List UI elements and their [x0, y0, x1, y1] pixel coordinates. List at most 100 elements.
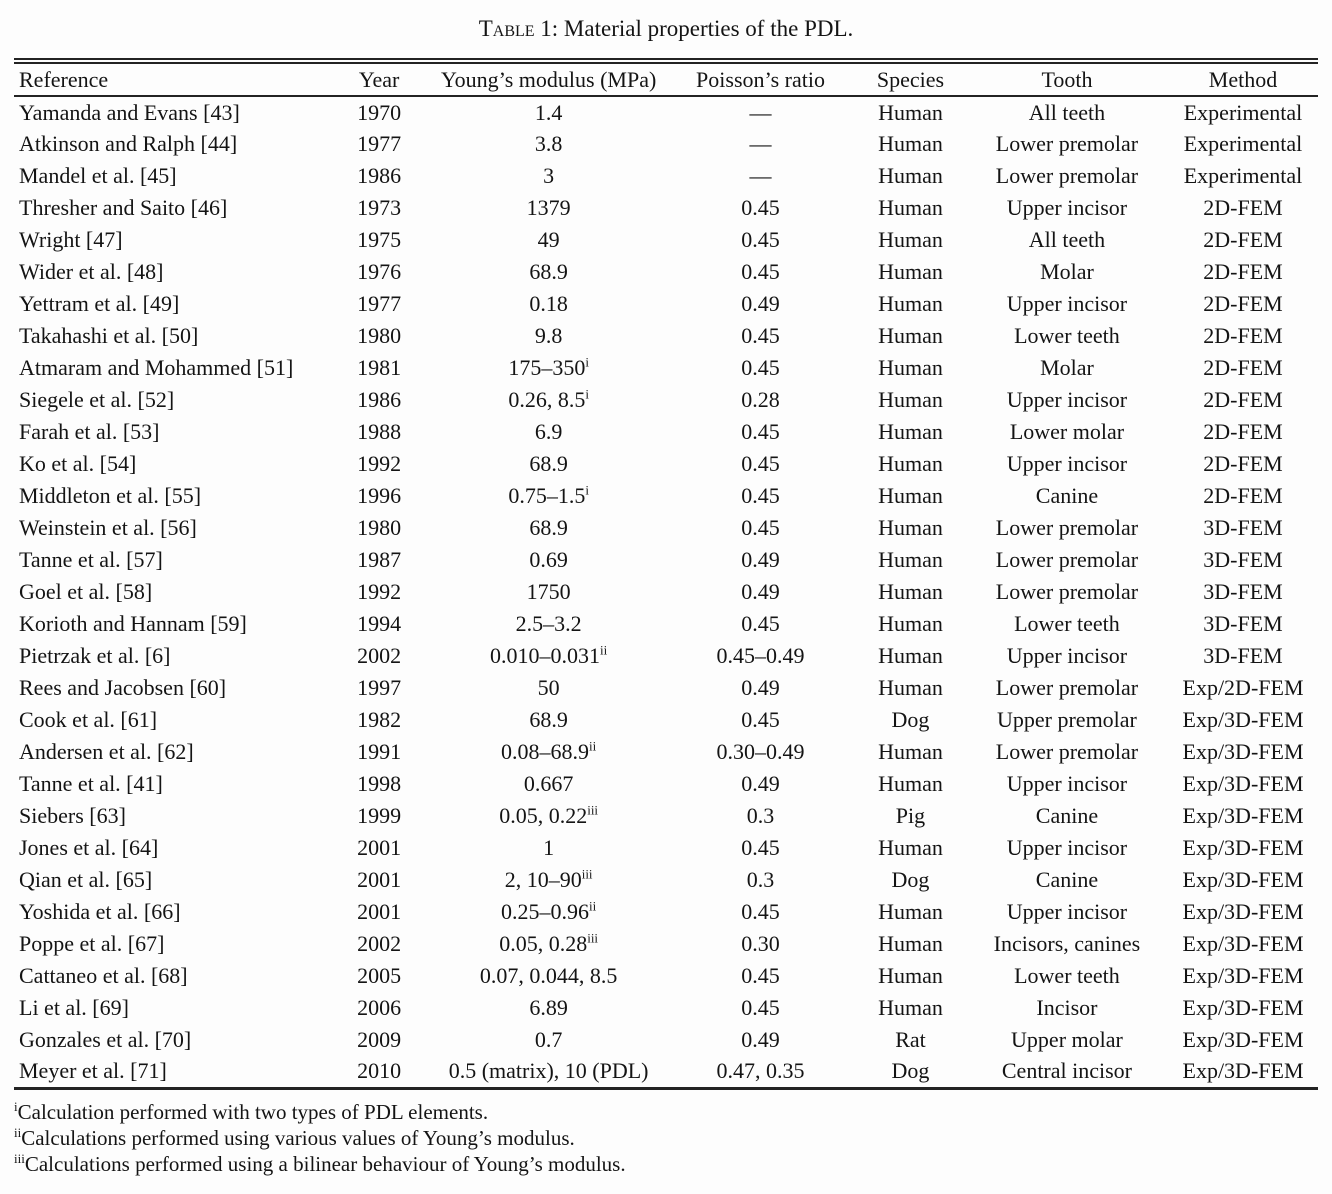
poisson-cell: 0.45 [741, 707, 780, 732]
tooth-cell: Lower premolar [995, 515, 1139, 540]
method-cell: 3D-FEM [1203, 579, 1283, 604]
footnote-iii-marker: iii [14, 1150, 25, 1166]
material-properties-table: Reference Year Young’s modulus (MPa) Poi… [14, 58, 1318, 1090]
table-row: Gonzales et al. [70] 2009 0.7 0.49 Rat Upper … [14, 1024, 1318, 1056]
modulus-cell: 0.010–0.031ii [490, 642, 608, 668]
year-cell: 1980 [357, 323, 402, 348]
poisson-cell: 0.49 [741, 547, 780, 572]
modulus-cell: 68.9 [529, 451, 568, 476]
reference-cell: Yoshida et al. [66] [19, 899, 181, 924]
modulus-cell: 9.8 [534, 323, 563, 348]
species-cell: Dog [891, 867, 930, 892]
poisson-cell: 0.45 [741, 899, 780, 924]
column-header-youngs-modulus: Young’s modulus (MPa) [431, 61, 666, 97]
modulus-cell: 6.9 [534, 419, 563, 444]
poisson-cell: 0.3 [746, 803, 775, 828]
modulus-cell: 3 [543, 163, 555, 188]
tooth-cell: Lower premolar [995, 579, 1139, 604]
species-cell: Human [878, 579, 943, 604]
modulus-cell: 0.18 [529, 291, 568, 316]
column-header-reference: Reference [14, 61, 327, 97]
tooth-cell: Upper incisor [1006, 835, 1128, 860]
table-row: Andersen et al. [62] 1991 0.08–68.9ii 0.30–… [14, 736, 1318, 768]
tooth-cell: Upper incisor [1006, 899, 1128, 924]
reference-cell: Yamanda and Evans [43] [19, 99, 240, 125]
poisson-cell: 0.47, 0.35 [716, 1058, 805, 1084]
modulus-cell: 6.89 [529, 995, 568, 1020]
tooth-cell: All teeth [1028, 227, 1106, 252]
poisson-cell: 0.45 [741, 195, 780, 220]
species-cell: Human [878, 99, 943, 125]
species-cell: Rat [895, 1027, 926, 1052]
column-header-method: Method [1168, 61, 1318, 97]
reference-cell: Rees and Jacobsen [60] [19, 675, 227, 700]
table-row: Takahashi et al. [50] 1980 9.8 0.45 Human Low… [14, 320, 1318, 352]
species-cell: Human [878, 259, 943, 284]
reference-cell: Andersen et al. [62] [19, 739, 194, 764]
year-cell: 2001 [357, 899, 402, 924]
table-body: Yamanda and Evans [43] 1970 1.4 — Human All t… [14, 96, 1318, 1088]
table-header: Reference Year Young’s modulus (MPa) Poi… [14, 61, 1318, 97]
table-row: Meyer et al. [71] 2010 0.5 (matrix), 10 (P… [14, 1056, 1318, 1088]
poisson-cell: 0.3 [746, 867, 775, 892]
year-cell: 1996 [357, 483, 402, 508]
year-cell: 2009 [357, 1027, 402, 1052]
year-cell: 1988 [357, 419, 402, 444]
method-cell: 2D-FEM [1203, 451, 1283, 476]
method-cell: 2D-FEM [1203, 419, 1283, 444]
method-cell: 2D-FEM [1203, 291, 1283, 316]
species-cell: Pig [895, 803, 926, 828]
species-cell: Human [878, 195, 943, 220]
tooth-cell: Lower premolar [995, 675, 1139, 700]
modulus-cell: 175–350i [508, 354, 589, 380]
reference-cell: Yettram et al. [49] [19, 291, 180, 316]
table-row: Jones et al. [64] 2001 1 0.45 Human Upper inc… [14, 832, 1318, 864]
table-row: Goel et al. [58] 1992 1750 0.49 Human Lower p… [14, 576, 1318, 608]
poisson-cell: 0.45 [741, 963, 780, 988]
tooth-cell: Incisor [1036, 995, 1098, 1020]
species-cell: Human [878, 131, 943, 156]
modulus-footnote-marker: ii [589, 898, 597, 914]
tooth-cell: Lower premolar [995, 739, 1139, 764]
poisson-cell: 0.30 [741, 931, 780, 956]
method-cell: 2D-FEM [1203, 387, 1283, 412]
tooth-cell: Canine [1035, 803, 1099, 828]
poisson-cell: 0.30–0.49 [716, 739, 805, 764]
table-row: Cattaneo et al. [68] 2005 0.07, 0.044, 8.5… [14, 960, 1318, 992]
tooth-cell: Upper incisor [1006, 643, 1128, 668]
reference-cell: Poppe et al. [67] [19, 931, 165, 956]
footnote-iii: iiiCalculations performed using a biline… [14, 1151, 1318, 1177]
reference-cell: Mandel et al. [45] [19, 163, 177, 188]
tooth-cell: Lower teeth [1014, 611, 1120, 636]
tooth-cell: Upper premolar [997, 707, 1137, 732]
reference-cell: Wright [47] [19, 227, 123, 252]
modulus-cell: 1.4 [534, 99, 563, 125]
method-cell: 3D-FEM [1203, 643, 1283, 668]
tooth-cell: Lower premolar [995, 163, 1139, 188]
modulus-footnote-marker: iii [581, 866, 593, 882]
reference-cell: Tanne et al. [41] [19, 771, 163, 796]
method-cell: Exp/3D-FEM [1182, 739, 1304, 764]
modulus-cell: 2, 10–90iii [504, 866, 593, 892]
table-row: Poppe et al. [67] 2002 0.05, 0.28iii 0.30 Hu… [14, 928, 1318, 960]
species-cell: Human [878, 451, 943, 476]
year-cell: 1975 [357, 227, 402, 252]
species-cell: Human [878, 227, 943, 252]
year-cell: 1977 [357, 291, 402, 316]
method-cell: Experimental [1183, 163, 1303, 188]
species-cell: Human [878, 387, 943, 412]
modulus-cell: 1750 [526, 579, 571, 604]
method-cell: Exp/3D-FEM [1182, 1027, 1304, 1052]
table-caption: Table 1: Material properties of the PDL. [14, 12, 1318, 42]
reference-cell: Wider et al. [48] [19, 259, 164, 284]
table-row: Middleton et al. [55] 1996 0.75–1.5i 0.45 Hu… [14, 480, 1318, 512]
method-cell: Exp/3D-FEM [1182, 1058, 1304, 1084]
year-cell: 1992 [357, 451, 402, 476]
method-cell: 3D-FEM [1203, 515, 1283, 540]
year-cell: 1997 [357, 675, 402, 700]
method-cell: Exp/3D-FEM [1182, 771, 1304, 796]
reference-cell: Jones et al. [64] [19, 835, 159, 860]
modulus-cell: 1 [543, 835, 555, 860]
year-cell: 1994 [357, 611, 402, 636]
